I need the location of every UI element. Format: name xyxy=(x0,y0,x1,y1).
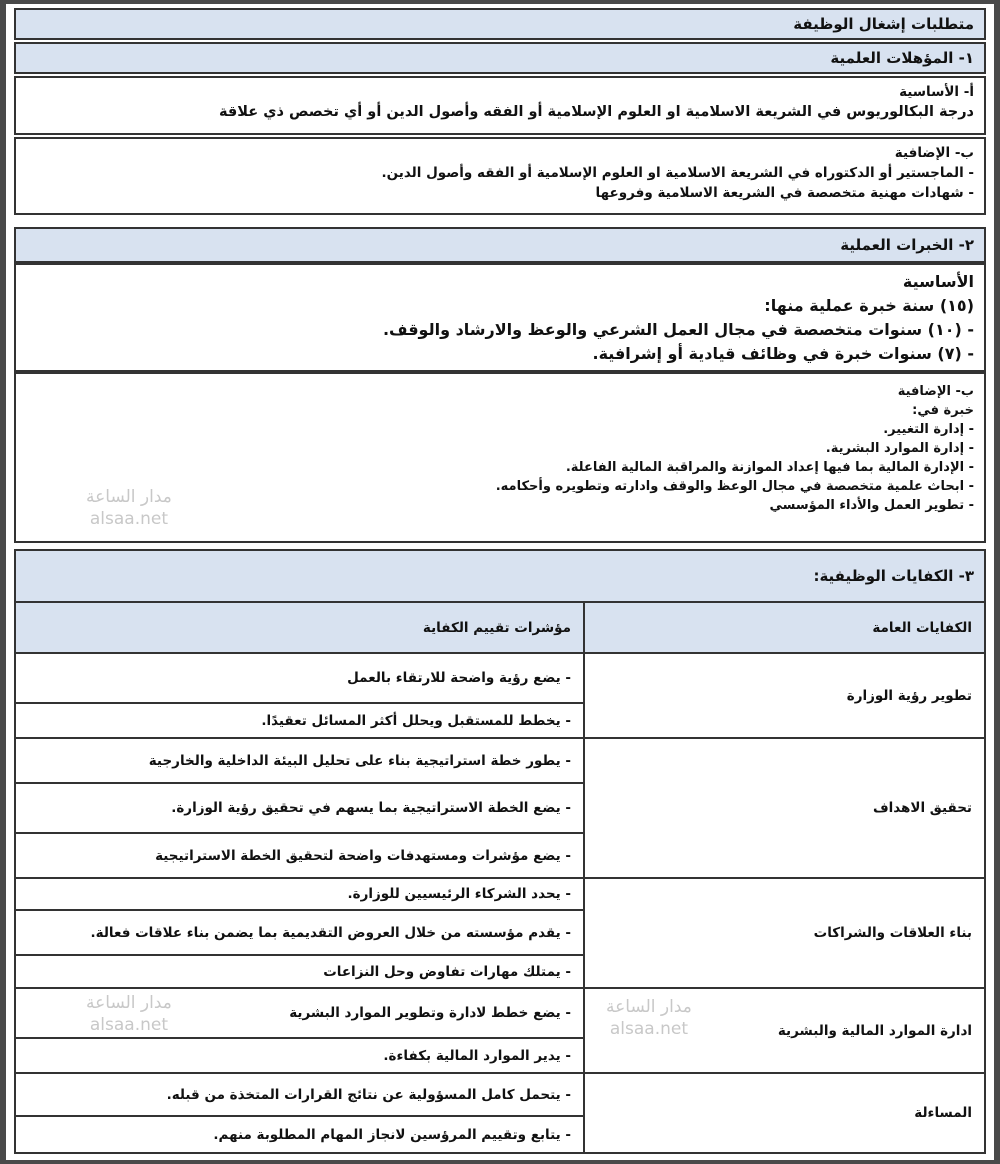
table-row: تحقيق الاهداف - يطور خطة استراتيجية بناء … xyxy=(14,737,986,879)
competency-name: ادارة الموارد المالية والبشرية xyxy=(583,987,986,1074)
experience-additional-label: ب- الإضافية xyxy=(897,384,974,399)
competency-indicator: - يدير الموارد المالية بكفاءة. xyxy=(14,1037,585,1074)
list-item: - الماجستير أو الدكتوراه في الشريعة الاس… xyxy=(381,165,974,181)
competencies-table: الكفايات العامة مؤشرات تقييم الكفاية تطو… xyxy=(14,601,986,1154)
list-item: - شهادات مهنية متخصصة في الشريعة الاسلام… xyxy=(595,185,974,201)
table-row: - يمتلك مهارات تفاوض وحل النزاعات xyxy=(14,954,985,989)
list-item: - (٧) سنوات خبرة في وظائف قيادية أو إشرا… xyxy=(592,344,974,363)
competency-indicator: - يحدد الشركاء الرئيسيين للوزارة. xyxy=(14,877,585,911)
experience-basic: الأساسية (١٥) سنة خبرة عملية منها: - (١٠… xyxy=(14,263,986,372)
list-item: - إدارة الموارد البشرية. xyxy=(825,441,974,456)
experience-basic-label: الأساسية xyxy=(902,272,974,291)
experience-basic-intro: (١٥) سنة خبرة عملية منها: xyxy=(764,296,974,315)
experience-additional: ب- الإضافية خبرة في: - إدارة التغيير. - … xyxy=(14,372,986,543)
page-title: متطلبات إشغال الوظيفة xyxy=(14,8,986,40)
competency-indicator: - يضع مؤشرات ومستهدفات واضحة لتحقيق الخط… xyxy=(14,832,585,879)
competency-name: بناء العلاقات والشراكات xyxy=(583,877,986,989)
competency-indicator: - يقدم مؤسسته من خلال العروض التقديمية ب… xyxy=(14,909,585,956)
competency-indicator: - يتحمل كامل المسؤولية عن نتائج القرارات… xyxy=(14,1072,585,1117)
table-row: تطوير رؤية الوزارة - يضع رؤية واضحة للارت… xyxy=(14,652,986,739)
table-row: - يدير الموارد المالية بكفاءة. xyxy=(14,1037,985,1074)
competency-name: تحقيق الاهداف xyxy=(583,737,986,879)
competency-indicator: - يطور خطة استراتيجية بناء على تحليل الب… xyxy=(14,737,585,784)
experience-heading: ٢- الخبرات العملية xyxy=(14,227,986,263)
list-item: - إدارة التغيير. xyxy=(883,422,974,437)
competencies-heading: ٣- الكفايات الوظيفية: xyxy=(14,549,986,603)
competency-indicator: - يضع رؤية واضحة للارتقاء بالعمل xyxy=(14,652,585,704)
competency-name: تطوير رؤية الوزارة xyxy=(583,652,986,739)
column-header-indicators: مؤشرات تقييم الكفاية xyxy=(14,601,585,654)
qualifications-additional-label: ب- الإضافية xyxy=(894,145,974,161)
competency-indicator: - يتابع وتقييم المرؤسين لانجاز المهام ال… xyxy=(14,1115,585,1154)
qualifications-basic-label: أ- الأساسية xyxy=(899,84,974,100)
table-row: - يتابع وتقييم المرؤسين لانجاز المهام ال… xyxy=(14,1115,985,1154)
table-row: المساءلة - يتحمل كامل المسؤولية عن نتائج … xyxy=(14,1072,986,1154)
competency-indicator: - يمتلك مهارات تفاوض وحل النزاعات xyxy=(14,954,585,989)
experience-additional-intro: خبرة في: xyxy=(912,403,974,418)
table-row: - يخطط للمستقبل ويحلل أكثر المسائل تعقيد… xyxy=(14,702,985,739)
qualifications-heading: ١- المؤهلات العلمية xyxy=(14,42,986,74)
competency-indicator: - يضع خطط لادارة وتطوير الموارد البشرية xyxy=(14,987,585,1039)
competency-name: المساءلة xyxy=(583,1072,986,1154)
table-header-row: الكفايات العامة مؤشرات تقييم الكفاية xyxy=(14,601,986,654)
table-row: - يضع مؤشرات ومستهدفات واضحة لتحقيق الخط… xyxy=(14,832,985,879)
qualifications-additional: ب- الإضافية - الماجستير أو الدكتوراه في … xyxy=(14,137,986,215)
list-item: - (١٠) سنوات متخصصة في مجال العمل الشرعي… xyxy=(382,320,974,339)
competency-indicator: - يخطط للمستقبل ويحلل أكثر المسائل تعقيد… xyxy=(14,702,585,739)
list-item: - الإدارة المالية بما فيها إعداد الموازن… xyxy=(565,460,974,475)
column-header-general-competencies: الكفايات العامة xyxy=(583,601,986,654)
table-row: - يقدم مؤسسته من خلال العروض التقديمية ب… xyxy=(14,909,985,956)
list-item: - تطوير العمل والأداء المؤسسي xyxy=(769,498,974,513)
table-row: بناء العلاقات والشراكات - يحدد الشركاء ال… xyxy=(14,877,986,989)
table-row: ادارة الموارد المالية والبشرية - يضع خطط … xyxy=(14,987,986,1074)
table-row: - يضع الخطة الاستراتيجية بما يسهم في تحق… xyxy=(14,782,985,834)
qualifications-basic: أ- الأساسية درجة البكالوريوس في الشريعة … xyxy=(14,76,986,135)
competency-indicator: - يضع الخطة الاستراتيجية بما يسهم في تحق… xyxy=(14,782,585,834)
list-item: - ابحاث علمية متخصصة في مجال الوعظ والوق… xyxy=(495,479,974,494)
document-page: متطلبات إشغال الوظيفة ١- المؤهلات العلمي… xyxy=(6,4,994,1160)
qualifications-basic-text: درجة البكالوريوس في الشريعة الاسلامية او… xyxy=(218,104,974,120)
